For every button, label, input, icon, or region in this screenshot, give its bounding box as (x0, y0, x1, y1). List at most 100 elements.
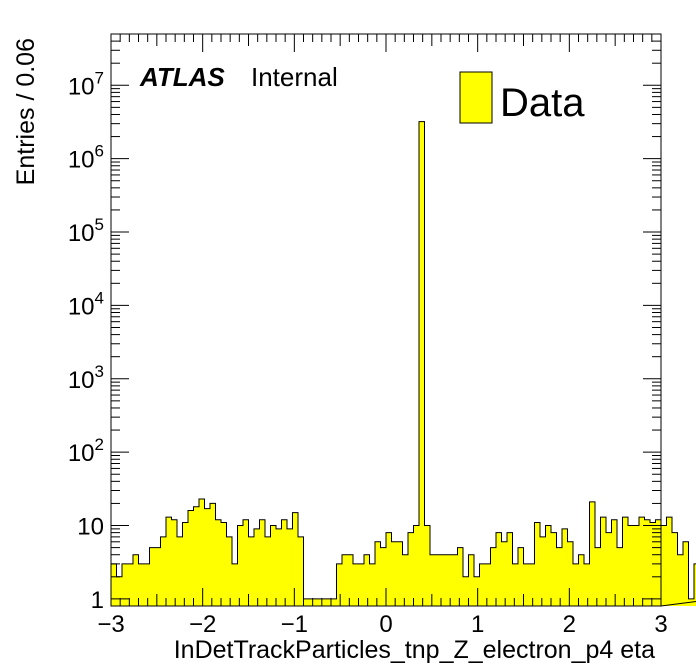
histogram-bar (446, 554, 452, 606)
histogram-bar (199, 498, 205, 606)
histogram-bar (243, 519, 249, 606)
histogram-bar (177, 536, 183, 606)
plot-frame (110, 33, 662, 607)
histogram-bar (485, 563, 491, 606)
atlas-label: ATLAS (139, 62, 225, 92)
histogram-bar (369, 563, 375, 606)
histogram-bar (666, 517, 672, 606)
histogram-bar (254, 528, 260, 606)
y-tick-label: 106 (68, 142, 104, 174)
histogram-bar (441, 554, 447, 606)
histogram-bar (248, 536, 254, 606)
histogram-bar (325, 598, 331, 606)
y-tick-labels: 1 10 102 103 104 105 106 107 (68, 68, 104, 614)
histogram-bar (309, 598, 315, 606)
histogram-bar (424, 525, 430, 606)
histogram-bar (314, 598, 320, 606)
histogram-bar (435, 554, 441, 606)
histogram-bar (133, 554, 139, 606)
histogram-bar (193, 506, 199, 606)
histogram-bar (573, 563, 579, 606)
histogram-bar (512, 563, 518, 606)
histogram-bar (672, 532, 678, 606)
x-tick-label: −1 (281, 611, 308, 638)
histogram-bar (270, 525, 276, 606)
histogram-bar (303, 598, 309, 606)
histogram-outline (110, 121, 696, 607)
histogram-bar (584, 563, 590, 606)
histogram-bar (551, 532, 557, 606)
histogram-bar (116, 576, 122, 606)
histogram-bar (276, 528, 282, 606)
histogram-bar (287, 528, 293, 606)
histogram-bar (336, 563, 342, 606)
histogram-bar (644, 519, 650, 606)
histogram-bar (479, 563, 485, 606)
histogram-bar (677, 554, 683, 606)
legend-label-data: Data (500, 81, 585, 125)
y-tick-label: 104 (68, 288, 104, 320)
histogram-bar (111, 563, 117, 606)
histogram-bar (353, 563, 359, 606)
axis-ticks (110, 33, 662, 606)
histogram-bar (149, 547, 155, 606)
x-tick-labels: −3 −2 −1 0 1 2 3 (97, 611, 667, 638)
histogram-bar (595, 547, 601, 606)
histogram-bar (578, 554, 584, 606)
histogram-bar (347, 554, 353, 606)
histogram-bar (397, 541, 403, 606)
x-tick-label: −2 (189, 611, 216, 638)
histogram-bar (265, 536, 271, 606)
histogram-bar (633, 525, 639, 606)
histogram-bars (110, 121, 696, 607)
histogram-bar (611, 519, 617, 606)
histogram-bar (589, 501, 595, 606)
histogram-bar (380, 547, 386, 606)
histogram-bar (364, 554, 370, 606)
histogram-bar (534, 522, 540, 606)
histogram-bar (490, 547, 496, 606)
histogram-bar (694, 563, 696, 606)
histogram-bar (160, 536, 166, 606)
histogram-bar (419, 121, 425, 606)
histogram-bar (155, 547, 161, 606)
histogram-bar (402, 554, 408, 606)
histogram-bar (600, 517, 606, 606)
histogram-bar (545, 525, 551, 606)
histogram-bar (138, 563, 144, 606)
histogram-bar (430, 554, 436, 606)
histogram-bar (144, 563, 150, 606)
y-axis-title: Entries / 0.06 (12, 38, 40, 185)
histogram-bar (628, 525, 634, 606)
x-axis-title: InDetTrackParticles_tnp_Z_electron_p4 et… (174, 636, 655, 664)
histogram-bar (320, 598, 326, 606)
histogram-bar (226, 536, 232, 606)
histogram-bar (210, 503, 216, 606)
histogram-bar (127, 563, 133, 606)
y-tick-label: 10 (77, 514, 104, 541)
y-tick-label: 1 (91, 587, 104, 614)
histogram-bar (496, 532, 502, 606)
histogram-bar (413, 525, 419, 606)
histogram-bar (221, 522, 227, 606)
histogram-bar (622, 517, 628, 606)
histogram-bar (386, 532, 392, 606)
histogram-bar (556, 547, 562, 606)
histogram-bar (182, 522, 188, 606)
histogram-bar (237, 525, 243, 606)
histogram-bar (683, 541, 689, 606)
histogram-bar (617, 547, 623, 606)
histogram-bar (529, 563, 535, 606)
x-tick-label: 1 (471, 611, 484, 638)
histogram-bar (204, 508, 210, 606)
histogram-bar (655, 519, 661, 606)
histogram-bar (292, 512, 298, 606)
histogram-bar (375, 541, 381, 606)
histogram-bar (122, 563, 128, 606)
histogram-bar (408, 532, 414, 606)
histogram-bar (391, 541, 397, 606)
histogram-bar (463, 576, 469, 606)
histogram-bar (606, 532, 612, 606)
legend-marker-data (459, 71, 493, 124)
